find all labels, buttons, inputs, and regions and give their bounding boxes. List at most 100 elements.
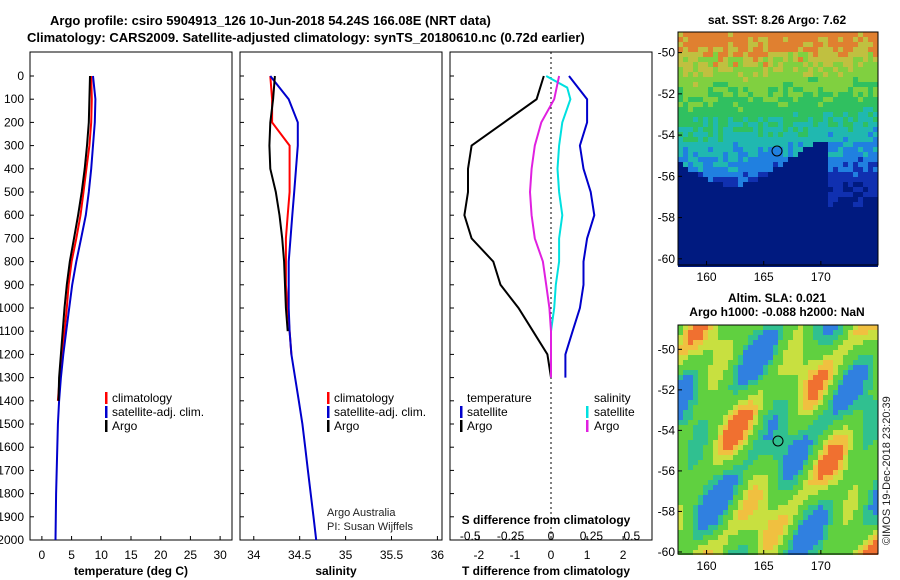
legend-swatch-climatology bbox=[105, 392, 108, 404]
map-cell bbox=[773, 350, 778, 355]
map-cell bbox=[833, 152, 838, 157]
map-cell bbox=[833, 117, 838, 122]
map-cell bbox=[793, 390, 798, 395]
map-cell bbox=[728, 405, 733, 410]
map-cell bbox=[718, 535, 723, 540]
map-cell bbox=[778, 340, 783, 345]
map-cell bbox=[788, 495, 793, 500]
map-cell bbox=[743, 355, 748, 360]
map-cell bbox=[678, 330, 683, 335]
map-cell bbox=[743, 42, 748, 47]
map-cell bbox=[843, 500, 848, 505]
map-cell bbox=[718, 87, 723, 92]
map-cell bbox=[863, 360, 868, 365]
map-cell bbox=[763, 460, 768, 465]
map-cell bbox=[833, 485, 838, 490]
depth-tick-label: 1600 bbox=[0, 440, 24, 454]
map-cell bbox=[718, 410, 723, 415]
map-cell bbox=[748, 207, 753, 212]
map-cell bbox=[733, 440, 738, 445]
map-cell bbox=[723, 157, 728, 162]
map-cell bbox=[708, 177, 713, 182]
map-cell bbox=[868, 192, 873, 197]
map-cell bbox=[823, 535, 828, 540]
map-cell bbox=[788, 77, 793, 82]
sst-map-frame bbox=[677, 31, 879, 266]
map-cell bbox=[783, 410, 788, 415]
map-cell bbox=[758, 445, 763, 450]
map-cell bbox=[758, 52, 763, 57]
map-cell bbox=[853, 132, 858, 137]
map-cell bbox=[788, 152, 793, 157]
map-cell bbox=[803, 535, 808, 540]
map-cell bbox=[793, 142, 798, 147]
map-cell bbox=[758, 112, 763, 117]
map-cell bbox=[863, 102, 868, 107]
x2-tick-label: 0 bbox=[548, 529, 555, 543]
map-cell bbox=[678, 107, 683, 112]
map-cell bbox=[838, 197, 843, 202]
map-cell bbox=[798, 37, 803, 42]
map-cell bbox=[783, 37, 788, 42]
map-cell bbox=[808, 465, 813, 470]
map-cell bbox=[813, 92, 818, 97]
map-cell bbox=[813, 490, 818, 495]
x-tick-label: -1 bbox=[510, 548, 521, 562]
map-cell bbox=[778, 242, 783, 247]
map-cell bbox=[753, 335, 758, 340]
map-cell bbox=[848, 257, 853, 262]
map-cell bbox=[788, 242, 793, 247]
map-cell bbox=[768, 207, 773, 212]
map-cell bbox=[828, 92, 833, 97]
map-cell bbox=[708, 390, 713, 395]
map-cell bbox=[843, 510, 848, 515]
map-cell bbox=[723, 172, 728, 177]
legend-label-t-satellite: satellite bbox=[467, 405, 508, 419]
map-cell bbox=[828, 167, 833, 172]
map-cell bbox=[858, 242, 863, 247]
map-cell bbox=[723, 440, 728, 445]
map-cell bbox=[813, 72, 818, 77]
map-cell bbox=[863, 212, 868, 217]
map-cell bbox=[833, 470, 838, 475]
map-cell bbox=[858, 470, 863, 475]
map-cell bbox=[803, 515, 808, 520]
map-cell bbox=[713, 355, 718, 360]
map-cell bbox=[838, 405, 843, 410]
map-cell bbox=[798, 355, 803, 360]
x-tick-label: 0 bbox=[39, 548, 46, 562]
map-cell bbox=[708, 350, 713, 355]
map-cell bbox=[758, 32, 763, 37]
map-cell bbox=[708, 222, 713, 227]
map-cell bbox=[748, 57, 753, 62]
map-cell bbox=[698, 530, 703, 535]
map-cell bbox=[743, 242, 748, 247]
map-cell bbox=[858, 192, 863, 197]
map-cell bbox=[823, 217, 828, 222]
map-cell bbox=[868, 77, 873, 82]
map-cell bbox=[803, 222, 808, 227]
map-cell bbox=[683, 52, 688, 57]
map-cell bbox=[763, 137, 768, 142]
map-cell bbox=[718, 117, 723, 122]
map-cell bbox=[678, 365, 683, 370]
map-cell bbox=[828, 257, 833, 262]
map-cell bbox=[758, 460, 763, 465]
map-cell bbox=[738, 222, 743, 227]
map-cell bbox=[803, 340, 808, 345]
map-cell bbox=[743, 87, 748, 92]
map-cell bbox=[678, 172, 683, 177]
map-cell bbox=[858, 460, 863, 465]
map-cell bbox=[713, 500, 718, 505]
map-cell bbox=[818, 42, 823, 47]
map-cell bbox=[718, 57, 723, 62]
map-cell bbox=[773, 102, 778, 107]
map-cell bbox=[718, 52, 723, 57]
map-cell bbox=[743, 157, 748, 162]
map-cell bbox=[843, 480, 848, 485]
map-cell bbox=[693, 515, 698, 520]
map-cell bbox=[838, 257, 843, 262]
map-cell bbox=[818, 67, 823, 72]
map-cell bbox=[818, 400, 823, 405]
map-cell bbox=[803, 325, 808, 330]
